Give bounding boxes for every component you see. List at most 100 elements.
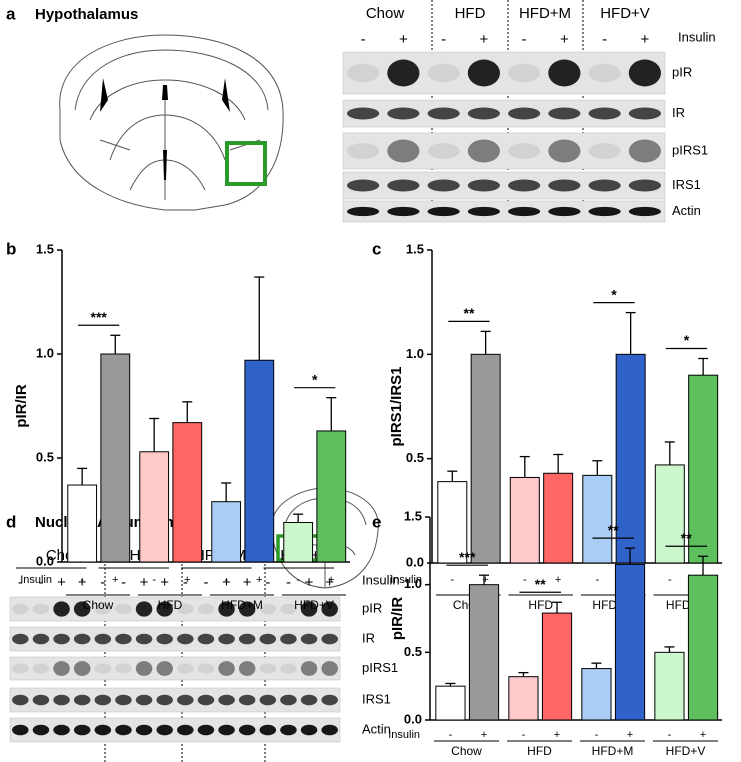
panel-label: c xyxy=(372,239,381,258)
blot-band xyxy=(508,206,541,217)
blot-band xyxy=(156,661,173,676)
blot-band xyxy=(347,107,380,120)
blot-band xyxy=(94,724,112,736)
blot-band xyxy=(53,724,70,736)
blot-band xyxy=(467,59,500,87)
blot-band xyxy=(135,661,153,676)
x-tick-label: - xyxy=(152,574,156,586)
blot-band xyxy=(628,59,661,87)
blot-band xyxy=(218,601,235,617)
blot-band xyxy=(218,724,235,736)
blot-band xyxy=(115,724,132,736)
panel-label: e xyxy=(372,512,381,531)
lane-label: + xyxy=(479,31,488,48)
lane-label: - xyxy=(522,31,527,48)
blot-band xyxy=(12,603,29,615)
panel-label: b xyxy=(6,239,16,258)
lane-label: - xyxy=(38,574,43,591)
blot-band xyxy=(387,107,420,120)
blot-band xyxy=(508,179,541,192)
blot-band xyxy=(427,179,460,192)
blot-band xyxy=(156,694,173,706)
blot-band xyxy=(548,179,581,192)
blot-band xyxy=(321,694,338,706)
bar xyxy=(509,476,540,564)
blot-band xyxy=(321,724,338,736)
blot-band xyxy=(347,206,380,217)
lane-label: + xyxy=(560,31,569,48)
blot-band xyxy=(197,694,215,706)
blot-band xyxy=(218,661,235,676)
lane-label: + xyxy=(399,31,408,48)
significance-label: * xyxy=(312,371,318,387)
x-tick-label: - xyxy=(522,729,526,741)
significance-label: *** xyxy=(91,309,108,325)
bar xyxy=(582,474,613,564)
blot-band xyxy=(467,107,500,120)
lane-label: - xyxy=(361,31,366,48)
bar xyxy=(172,422,203,563)
lane-label: - xyxy=(286,574,291,591)
blot-band xyxy=(12,663,29,674)
x-tick-label: - xyxy=(668,729,672,741)
y-tick-label: 0.0 xyxy=(36,553,54,568)
x-tick-label: + xyxy=(481,729,487,741)
blot-band xyxy=(427,107,460,120)
bar xyxy=(687,574,719,721)
blot-band xyxy=(177,724,194,736)
blot-band xyxy=(588,206,621,217)
y-tick-label: 0.5 xyxy=(404,644,422,659)
lane-label: - xyxy=(265,574,270,591)
blot-strip xyxy=(342,132,666,170)
lane-label: - xyxy=(203,574,208,591)
x-tick-label: + xyxy=(112,574,118,586)
y-tick-label: 0.0 xyxy=(404,711,422,726)
blot-band xyxy=(628,179,661,192)
row-label: pIRS1 xyxy=(672,142,708,157)
group-label: HFD+V xyxy=(666,744,706,758)
blot-band xyxy=(238,661,256,676)
group-label: HFD xyxy=(528,598,553,612)
blot-band xyxy=(300,694,318,706)
blot-band xyxy=(218,694,235,706)
x-tick-label: - xyxy=(668,574,672,586)
blot-title: Hypothalamus xyxy=(35,6,138,23)
blot-band xyxy=(94,694,112,706)
blot-band xyxy=(53,633,70,645)
y-axis-label: pIR/IR xyxy=(389,597,406,640)
bar xyxy=(67,484,98,563)
bar xyxy=(688,374,719,564)
blot-band xyxy=(427,63,460,83)
blot-band xyxy=(280,694,297,706)
row-label: IR xyxy=(362,630,375,645)
blot-band xyxy=(548,206,581,217)
blot-band xyxy=(321,601,338,617)
blot-band xyxy=(53,601,70,617)
x-tick-label: - xyxy=(224,574,228,586)
blot-band xyxy=(259,633,277,645)
blot-band xyxy=(628,206,661,217)
blot-band xyxy=(300,633,318,645)
blot-band xyxy=(32,633,50,645)
blot-band xyxy=(508,63,541,83)
bar xyxy=(468,584,500,721)
blot-band xyxy=(259,724,277,736)
blot-band xyxy=(588,63,621,83)
blot-band xyxy=(53,661,70,676)
blot-band xyxy=(135,724,153,736)
bar xyxy=(100,353,131,563)
blot-band xyxy=(628,107,661,120)
lane-label: + xyxy=(325,574,334,591)
y-tick-label: 1.0 xyxy=(406,346,424,361)
blot-band xyxy=(259,694,277,706)
blot-band xyxy=(73,724,91,736)
lane-label: + xyxy=(57,574,66,591)
x-tick-label: + xyxy=(184,574,190,586)
blot-band xyxy=(280,603,297,615)
y-tick-label: 1.5 xyxy=(406,241,424,256)
blot-band xyxy=(135,633,153,645)
blot-band xyxy=(588,107,621,120)
blot-band xyxy=(467,206,500,217)
blot-band xyxy=(280,724,297,736)
blot-band xyxy=(32,724,50,736)
